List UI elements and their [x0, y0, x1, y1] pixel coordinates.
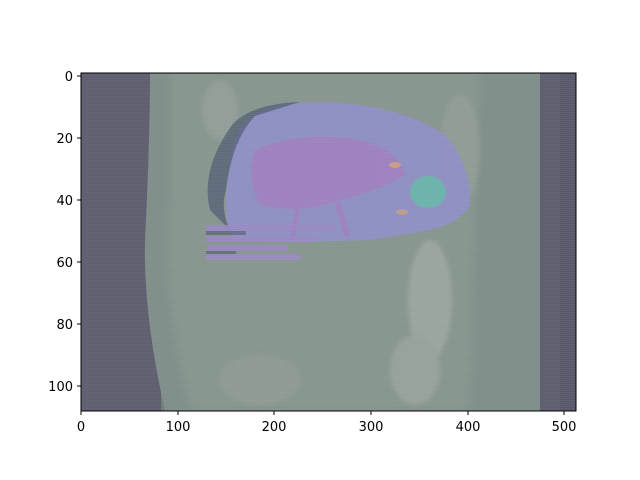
- y-tick-label: 100: [48, 380, 73, 395]
- x-tick: 400: [456, 411, 481, 435]
- y-tick-label: 0: [65, 70, 73, 85]
- y-tick: 60: [56, 256, 81, 271]
- x-tick: 500: [552, 411, 577, 435]
- x-tick-label: 400: [456, 420, 481, 435]
- y-tick-label: 20: [56, 132, 73, 147]
- x-tick-label: 300: [359, 420, 384, 435]
- plot-frame: [80, 72, 577, 412]
- y-tick: 20: [56, 132, 81, 147]
- x-tick-label: 100: [166, 420, 191, 435]
- ct-slice-image: [81, 73, 576, 411]
- y-tick: 0: [65, 70, 81, 85]
- x-tick: 200: [262, 411, 287, 435]
- x-tick-label: 0: [77, 420, 85, 435]
- y-tick-label: 40: [56, 194, 73, 209]
- y-tick: 100: [48, 380, 81, 395]
- y-axis: 0 20 40 60 80 100: [48, 70, 81, 395]
- x-tick: 300: [359, 411, 384, 435]
- y-tick-label: 60: [56, 256, 73, 271]
- x-tick-label: 200: [262, 420, 287, 435]
- x-tick: 0: [77, 411, 85, 435]
- x-axis: 0 100 200 300 400 500: [77, 411, 577, 435]
- x-tick: 100: [166, 411, 191, 435]
- y-tick: 80: [56, 318, 81, 333]
- y-tick-label: 80: [56, 318, 73, 333]
- x-tick-label: 500: [552, 420, 577, 435]
- y-tick: 40: [56, 194, 81, 209]
